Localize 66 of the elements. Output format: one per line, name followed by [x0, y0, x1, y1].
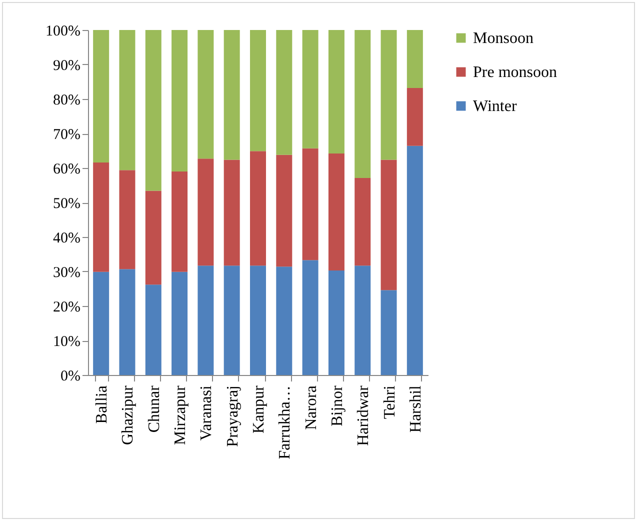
x-tick-label: Narora [302, 386, 320, 430]
bar [276, 266, 292, 375]
x-tick-label: Varanasi [198, 384, 216, 441]
bar [354, 178, 371, 266]
y-tick-label: 40% [53, 230, 80, 246]
bar [224, 266, 240, 375]
legend-label: Winter [473, 98, 518, 115]
x-tick-label: Tehri [381, 384, 398, 420]
x-tick-label: Haridwar [355, 384, 372, 446]
x-tick-label: Bijnor [328, 384, 346, 426]
bar [276, 30, 292, 155]
bar [198, 30, 214, 159]
y-tick-label: 50% [53, 196, 80, 212]
bar [302, 148, 318, 260]
x-tick-label: Ballia [94, 386, 111, 424]
bar [250, 30, 266, 152]
bar [172, 272, 188, 375]
x-tick-label: Kanpur [250, 384, 268, 434]
bar [145, 284, 162, 375]
bar [406, 88, 423, 146]
x-tick-label: Mirzapur [172, 384, 190, 446]
y-tick-label: 0% [60, 368, 80, 384]
x-tick-label: Prayagraj [224, 386, 242, 447]
bar [302, 30, 318, 148]
bar [250, 266, 266, 375]
bar [302, 260, 318, 375]
bar [354, 266, 371, 375]
y-tick-label: 70% [53, 127, 80, 143]
legend-label: Monsoon [473, 30, 534, 47]
x-tick-label: Farrukha… [276, 386, 294, 460]
bar [145, 190, 162, 285]
bar [145, 30, 162, 191]
bar [93, 30, 110, 162]
x-tick-label: Harshil [407, 384, 424, 433]
bar [119, 269, 136, 375]
bar [172, 171, 188, 272]
bar [224, 30, 240, 160]
bar [328, 154, 344, 270]
bar [224, 160, 240, 266]
x-tick-label: Chunar [146, 384, 163, 433]
bar [380, 30, 397, 160]
bar [354, 30, 371, 178]
bar [328, 30, 344, 154]
y-tick-label: 90% [53, 58, 80, 74]
bar [250, 151, 266, 266]
y-tick-label: 10% [53, 334, 80, 350]
x-tick-label: Ghazipur [120, 384, 137, 446]
bar [172, 30, 188, 172]
bar [119, 30, 136, 170]
bar [380, 290, 397, 375]
bar [119, 170, 136, 270]
bar [93, 162, 110, 272]
y-tick-label: 80% [53, 92, 80, 108]
y-tick-label: 100% [46, 24, 80, 40]
legend-label: Pre monsoon [473, 64, 557, 81]
bar [380, 160, 397, 290]
bar [198, 158, 214, 266]
bar [93, 272, 110, 375]
y-tick-label: 60% [53, 162, 80, 178]
bar [198, 266, 214, 375]
y-tick-label: 20% [53, 300, 80, 316]
bar [276, 154, 292, 267]
bar [328, 270, 344, 375]
bar [406, 146, 423, 375]
bar [406, 30, 423, 88]
y-tick-label: 30% [53, 265, 80, 281]
